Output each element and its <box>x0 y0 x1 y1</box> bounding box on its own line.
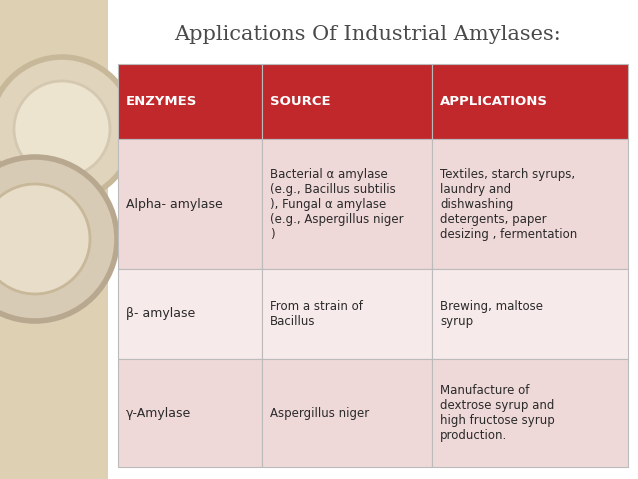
Bar <box>432 269 628 359</box>
Bar <box>262 139 432 269</box>
Text: γ-Amylase: γ-Amylase <box>126 407 191 420</box>
Bar <box>0 0 108 479</box>
Text: β- amylase: β- amylase <box>126 308 195 320</box>
Text: ENZYMES: ENZYMES <box>126 95 197 108</box>
Circle shape <box>14 81 110 177</box>
Bar <box>262 269 432 359</box>
Text: Textiles, starch syrups,
laundry and
dishwashing
detergents, paper
desizing , fe: Textiles, starch syrups, laundry and dis… <box>440 168 577 240</box>
Text: Alpha- amylase: Alpha- amylase <box>126 197 223 210</box>
Circle shape <box>0 159 115 319</box>
Bar <box>118 64 262 139</box>
Text: Aspergillus niger: Aspergillus niger <box>270 407 369 420</box>
Text: Bacterial α amylase
(e.g., Bacillus subtilis
), Fungal α amylase
(e.g., Aspergil: Bacterial α amylase (e.g., Bacillus subt… <box>270 168 404 240</box>
Bar <box>262 64 432 139</box>
Bar <box>108 0 638 479</box>
Bar <box>432 64 628 139</box>
Text: SOURCE: SOURCE <box>270 95 330 108</box>
Text: Manufacture of
dextrose syrup and
high fructose syrup
production.: Manufacture of dextrose syrup and high f… <box>440 384 555 442</box>
Text: Applications Of Industrial Amylases:: Applications Of Industrial Amylases: <box>175 24 561 44</box>
Text: APPLICATIONS: APPLICATIONS <box>440 95 548 108</box>
Circle shape <box>0 184 90 294</box>
Bar <box>432 139 628 269</box>
Circle shape <box>0 59 132 199</box>
Text: From a strain of
Bacillus: From a strain of Bacillus <box>270 300 363 328</box>
Bar <box>118 269 262 359</box>
Bar <box>118 139 262 269</box>
Text: Brewing, maltose
syrup: Brewing, maltose syrup <box>440 300 543 328</box>
Bar <box>118 359 262 467</box>
Bar <box>262 359 432 467</box>
Bar <box>432 359 628 467</box>
